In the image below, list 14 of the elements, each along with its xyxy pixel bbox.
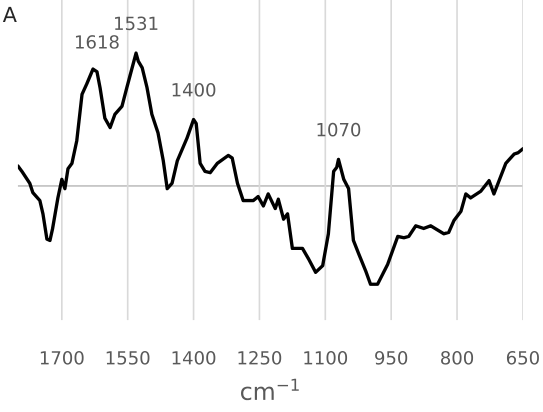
x-tick-label: 1550 <box>106 351 150 365</box>
annotation: 1400 <box>172 82 216 97</box>
annotation: 1070 <box>317 122 360 136</box>
x-tick-label: 1700 <box>40 351 84 365</box>
x-tick-label: 1400 <box>172 351 216 365</box>
x-tick-label: 1250 <box>238 351 282 365</box>
text: A <box>2 6 17 22</box>
annotation: 1618 <box>76 35 119 49</box>
x-tick-label: 1100 <box>304 351 348 365</box>
x-tick-label: 800 <box>441 351 474 365</box>
x-tick-label: 650 <box>506 351 539 365</box>
x-tick-label: 950 <box>375 351 408 365</box>
x-axis-title: cm$^{−1}$ <box>241 378 299 400</box>
annotation: 1531 <box>115 16 158 30</box>
